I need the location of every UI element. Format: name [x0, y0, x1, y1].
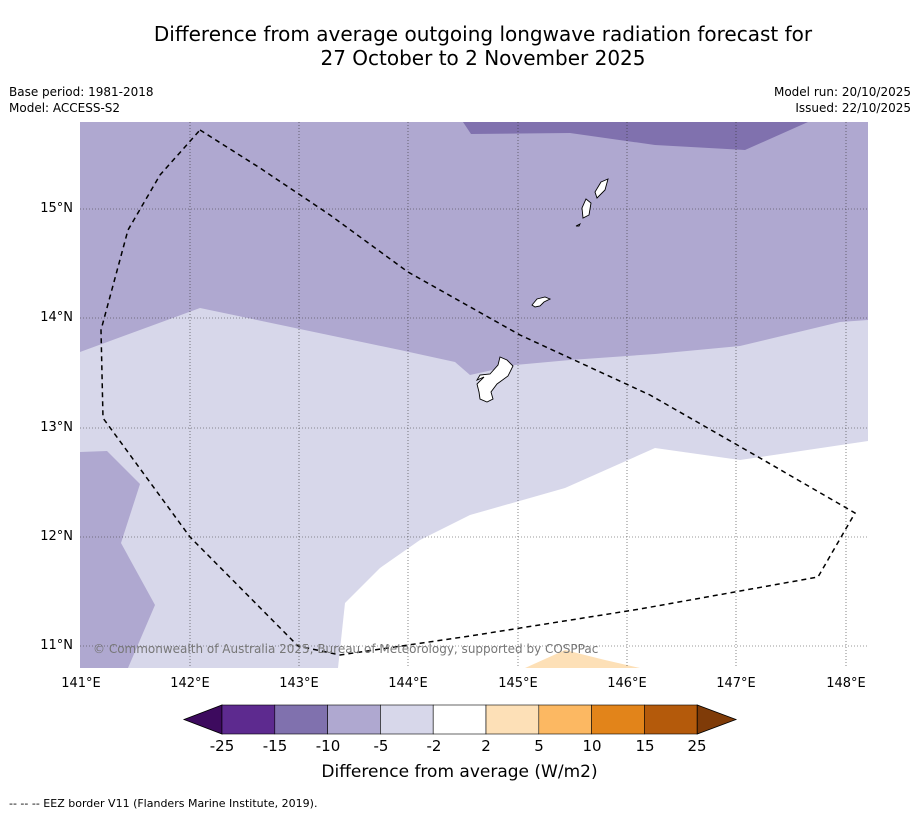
- colorbar-tick-label: 10: [582, 737, 602, 755]
- title-line-1: Difference from average outgoing longwav…: [153, 22, 813, 46]
- title-line-2: 27 October to 2 November 2025: [320, 46, 646, 70]
- lat-label-13n: 13°N: [40, 420, 73, 435]
- island-rota: [531, 296, 552, 308]
- region-medium-negative-north: [80, 122, 868, 375]
- copyright-text: © Commonwealth of Australia 2025, Bureau…: [93, 642, 599, 656]
- region-medium-negative-southwest: [80, 451, 155, 668]
- lon-label-145e: 145°E: [498, 676, 538, 691]
- gridlines: [80, 122, 868, 668]
- chart-title: Difference from average outgoing longwav…: [0, 22, 919, 70]
- lat-label-14n: 14°N: [40, 310, 73, 325]
- lat-label-15n: 15°N: [40, 201, 73, 216]
- lon-label-146e: 146°E: [607, 676, 647, 691]
- colorbar-tick-label: 5: [534, 737, 544, 755]
- lon-label-142e: 142°E: [170, 676, 210, 691]
- colorbar-tick-label: -15: [262, 737, 288, 755]
- model-text: Model: ACCESS-S2: [9, 101, 121, 115]
- region-light-positive: [525, 650, 640, 668]
- model-run-text: Model run: 20/10/2025: [773, 85, 911, 99]
- region-dark-negative-north: [463, 122, 808, 150]
- colorbar-tick-label: -2: [426, 737, 442, 755]
- islands: [475, 178, 609, 403]
- lon-label-144e: 144°E: [388, 676, 428, 691]
- eez-border: [100, 129, 857, 656]
- lon-label-143e: 143°E: [279, 676, 319, 691]
- lon-label-141e: 141°E: [61, 676, 101, 691]
- colorbar-tick-label: 15: [635, 737, 655, 755]
- colorbar-tick-label: 25: [687, 737, 707, 755]
- colorbar-title: Difference from average (W/m2): [321, 762, 598, 782]
- island-aguijan: [575, 222, 582, 227]
- island-tinian: [581, 198, 592, 219]
- lat-label-11n: 11°N: [40, 638, 73, 653]
- island-guam: [475, 356, 514, 403]
- meta-right: Model run: 20/10/2025 Issued: 22/10/2025: [774, 84, 911, 116]
- colorbar-tick-label: 2: [481, 737, 491, 755]
- footer-eez-note: -- -- -- EEZ border V11 (Flanders Marine…: [9, 797, 318, 810]
- colorbar-tick-label: -25: [209, 737, 235, 755]
- meta-left: Base period: 1981-2018 Model: ACCESS-S2: [9, 84, 154, 116]
- base-period-text: Base period: 1981-2018: [9, 85, 154, 99]
- lon-label-148e: 148°E: [826, 676, 866, 691]
- island-saipan: [594, 178, 609, 199]
- colorbar-tick-label: -10: [315, 737, 341, 755]
- issued-text: Issued: 22/10/2025: [795, 101, 911, 115]
- lat-label-12n: 12°N: [40, 529, 73, 544]
- lon-label-147e: 147°E: [716, 676, 756, 691]
- colorbar-tick-label: -5: [373, 737, 389, 755]
